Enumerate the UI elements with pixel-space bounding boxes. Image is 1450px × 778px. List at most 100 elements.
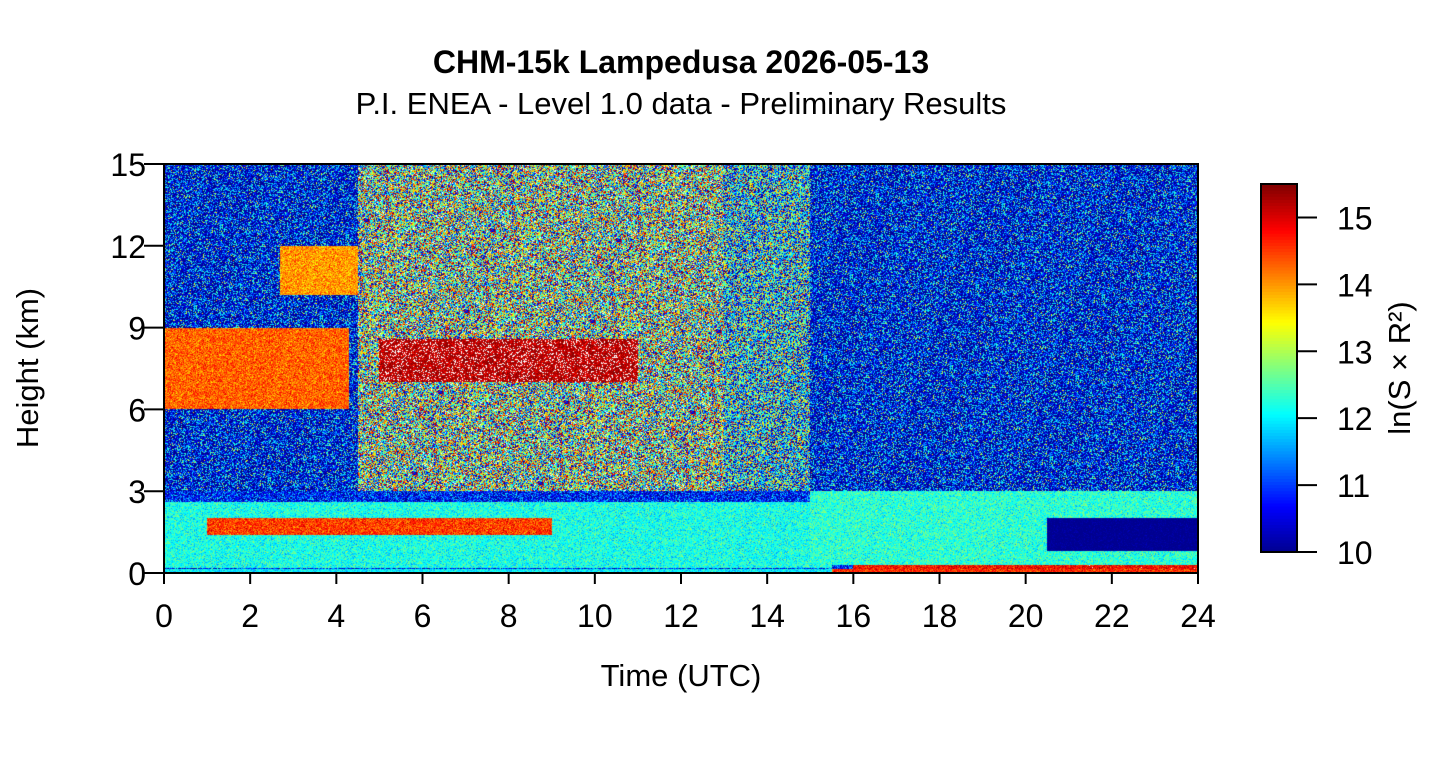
colorbar-segment — [1261, 447, 1297, 452]
colorbar-label: ln(S × R²) — [1382, 301, 1417, 435]
x-tick-label: 16 — [836, 598, 872, 634]
colorbar-segment — [1261, 291, 1297, 295]
x-tick-label: 8 — [500, 598, 518, 634]
heatmap-image — [164, 164, 1198, 573]
colorbar-segment — [1261, 205, 1297, 210]
colorbar-segment — [1261, 410, 1297, 415]
colorbar-segment — [1261, 450, 1297, 455]
colorbar-tick-label: 14 — [1337, 267, 1373, 303]
colorbar-segment — [1261, 358, 1297, 363]
colorbar-segment — [1261, 499, 1297, 504]
colorbar-segment — [1261, 463, 1297, 467]
colorbar-segment — [1261, 233, 1297, 237]
colorbar-segment — [1261, 392, 1297, 397]
colorbar-segment — [1261, 184, 1297, 188]
y-tick-label: 6 — [128, 392, 146, 428]
colorbar-tick-label: 10 — [1337, 535, 1373, 571]
colorbar-segment — [1261, 282, 1297, 286]
colorbar-segment — [1261, 208, 1297, 213]
colorbar-segment — [1261, 272, 1297, 277]
colorbar-segment — [1261, 361, 1297, 366]
colorbar-segment — [1261, 524, 1297, 529]
colorbar-segment — [1261, 509, 1297, 513]
colorbar-segment — [1261, 466, 1297, 470]
colorbar-segment — [1261, 318, 1297, 323]
colorbar-segment — [1261, 506, 1297, 510]
colorbar-segment — [1261, 368, 1297, 372]
colorbar-segment — [1261, 407, 1297, 412]
colorbar-segment — [1261, 389, 1297, 394]
colorbar-segment — [1261, 245, 1297, 249]
colorbar-segment — [1261, 199, 1297, 203]
x-tick-label: 22 — [1094, 598, 1130, 634]
colorbar-tick-label: 11 — [1337, 468, 1370, 504]
x-tick-label: 0 — [155, 598, 173, 634]
colorbar-segment — [1261, 325, 1297, 329]
colorbar-segment — [1261, 521, 1297, 525]
colorbar-segment — [1261, 266, 1297, 271]
plot-area — [164, 164, 1198, 573]
x-tick-label: 18 — [922, 598, 958, 634]
colorbar-segment — [1261, 539, 1297, 544]
colorbar-segment — [1261, 239, 1297, 243]
colorbar-segment — [1261, 343, 1297, 348]
colorbar-segment — [1261, 315, 1297, 320]
colorbar-segment — [1261, 475, 1297, 479]
colorbar-segment — [1261, 337, 1297, 341]
colorbar-segment — [1261, 420, 1297, 424]
y-tick-label: 3 — [128, 474, 146, 510]
colorbar-segment — [1261, 257, 1297, 262]
colorbar-segment — [1261, 322, 1297, 326]
colorbar-segment — [1261, 214, 1297, 219]
colorbar-segment — [1261, 380, 1297, 384]
colorbar-segment — [1261, 548, 1297, 553]
colorbar-segment — [1261, 401, 1297, 406]
colorbar-segment — [1261, 355, 1297, 360]
colorbar-segment — [1261, 435, 1297, 440]
colorbar-segment — [1261, 377, 1297, 381]
x-tick-label: 10 — [577, 598, 613, 634]
colorbar-segment — [1261, 404, 1297, 409]
colorbar-segment — [1261, 223, 1297, 228]
chart-title: CHM-15k Lampedusa 2026-05-13 — [432, 44, 930, 80]
colorbar-segment — [1261, 414, 1297, 418]
colorbar-segment — [1261, 533, 1297, 538]
colorbar-segment — [1261, 340, 1297, 345]
colorbar-segment — [1261, 423, 1297, 427]
colorbar-segment — [1261, 456, 1297, 461]
colorbar-segment — [1261, 242, 1297, 246]
y-tick-label: 12 — [110, 229, 146, 265]
colorbar-segment — [1261, 294, 1297, 299]
colorbar-segment — [1261, 226, 1297, 231]
colorbar-segment — [1261, 481, 1297, 486]
colorbar-segment — [1261, 383, 1297, 387]
colorbar-segment — [1261, 453, 1297, 458]
colorbar-segment — [1261, 349, 1297, 354]
chart-subtitle: P.I. ENEA - Level 1.0 data - Preliminary… — [355, 86, 1007, 121]
x-tick-label: 6 — [414, 598, 432, 634]
colorbar-segment — [1261, 417, 1297, 421]
colorbar-segment — [1261, 438, 1297, 443]
colorbar-segment — [1261, 312, 1297, 317]
colorbar-segment — [1261, 263, 1297, 268]
colorbar-segment — [1261, 386, 1297, 391]
x-tick-label: 24 — [1180, 598, 1216, 634]
colorbar-segment — [1261, 395, 1297, 400]
colorbar-segment — [1261, 285, 1297, 289]
y-tick-label: 0 — [128, 556, 146, 592]
colorbar-tick-label: 15 — [1337, 200, 1373, 236]
x-tick-label: 12 — [663, 598, 699, 634]
x-tick-label: 14 — [749, 598, 785, 634]
colorbar-segment — [1261, 542, 1297, 547]
colorbar-segment — [1261, 248, 1297, 253]
colorbar-segment — [1261, 371, 1297, 375]
colorbar-segment — [1261, 487, 1297, 492]
y-axis-label: Height (km) — [10, 288, 45, 448]
colorbar-segment — [1261, 460, 1297, 464]
colorbar-segment — [1261, 472, 1297, 476]
y-tick-label: 15 — [110, 147, 146, 183]
colorbar-segment — [1261, 444, 1297, 449]
colorbar-segment — [1261, 530, 1297, 535]
colorbar-segment — [1261, 496, 1297, 501]
colorbar-segment — [1261, 484, 1297, 489]
